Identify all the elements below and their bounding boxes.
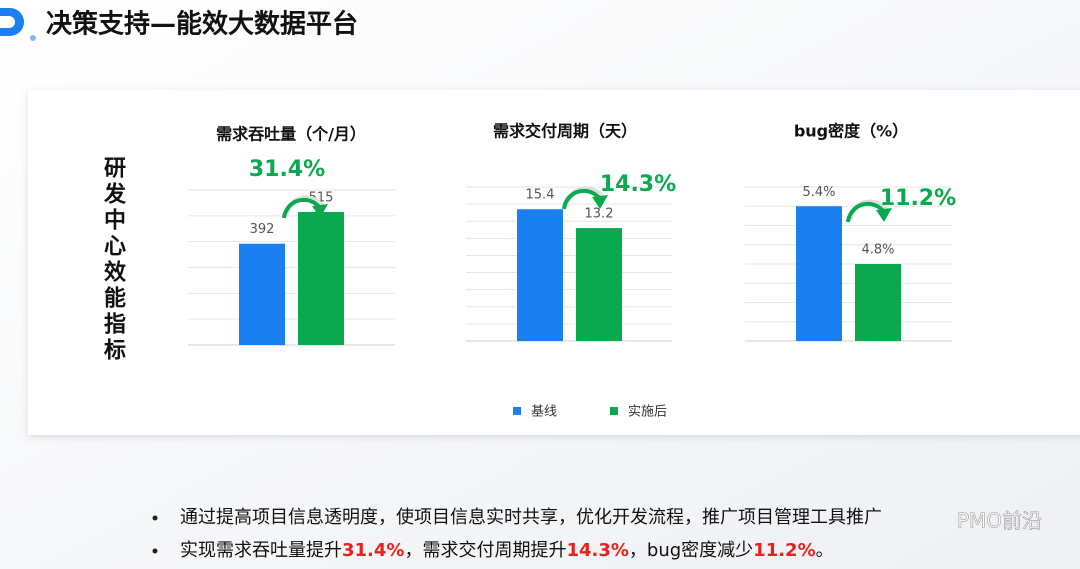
bar xyxy=(298,211,344,345)
bullet-part: ，bug密度减少 xyxy=(629,540,753,561)
highlight: 31.4% xyxy=(342,540,404,561)
legend: 基线 实施后 xyxy=(513,405,667,420)
bullet-dot xyxy=(152,515,158,521)
highlight: 11.2% xyxy=(753,540,815,561)
arrow-head xyxy=(592,195,608,209)
bullet-part: 实现需求吞吐量提升 xyxy=(180,540,342,561)
arrow-head xyxy=(876,208,892,222)
legend-label: 基线 xyxy=(531,405,557,420)
bullet-text: 通过提高项目信息透明度，使项目信息实时共享，优化开发流程，推广项目管理工具推广 xyxy=(180,507,882,528)
logo-dot xyxy=(30,35,36,41)
annotation: 31.4% xyxy=(249,157,325,182)
chart-title: 需求交付周期（天） xyxy=(493,122,637,141)
value-label: 5.4% xyxy=(802,185,835,200)
bar xyxy=(576,228,622,341)
legend-swatch xyxy=(513,407,521,415)
bar xyxy=(796,206,842,341)
bar xyxy=(855,264,901,341)
value-label: 13.2 xyxy=(585,207,614,222)
bullet-text: 实现需求吞吐量提升31.4%，需求交付周期提升14.3%，bug密度减少11.2… xyxy=(180,540,834,561)
highlight: 14.3% xyxy=(566,540,628,561)
annotation: 11.2% xyxy=(880,186,956,211)
bullet-part: 通过提高项目信息透明度，使项目信息实时共享，优化开发流程，推广项目管理工具推广 xyxy=(180,507,882,528)
bullet-dot xyxy=(152,548,158,554)
value-label: 392 xyxy=(250,222,275,237)
annotation: 14.3% xyxy=(600,172,676,197)
bullet-part: ，需求交付周期提升 xyxy=(404,540,566,561)
bar xyxy=(517,209,563,341)
legend-swatch xyxy=(610,407,618,415)
chart-title: 需求吞吐量（个/月） xyxy=(216,125,366,144)
arrow-head xyxy=(312,204,328,218)
charts: 需求吞吐量（个/月）39251531.4%需求交付周期（天）15.413.214… xyxy=(188,122,956,346)
bullet-part: 。 xyxy=(816,540,834,561)
page-title: 决策支持—能效大数据平台 xyxy=(46,9,358,40)
bar xyxy=(239,243,285,345)
side-label: 研发中心效能指标 xyxy=(100,156,125,364)
value-label: 15.4 xyxy=(526,188,555,203)
value-label: 4.8% xyxy=(861,243,894,258)
chart-title: bug密度（%） xyxy=(794,122,908,141)
arrow xyxy=(282,197,322,219)
arrow xyxy=(562,188,602,210)
watermark: PMO前沿 xyxy=(957,509,1042,533)
arrow xyxy=(846,201,886,223)
bullets: 通过提高项目信息透明度，使项目信息实时共享，优化开发流程，推广项目管理工具推广实… xyxy=(152,507,882,561)
logo xyxy=(0,8,24,36)
legend-label: 实施后 xyxy=(628,405,667,420)
